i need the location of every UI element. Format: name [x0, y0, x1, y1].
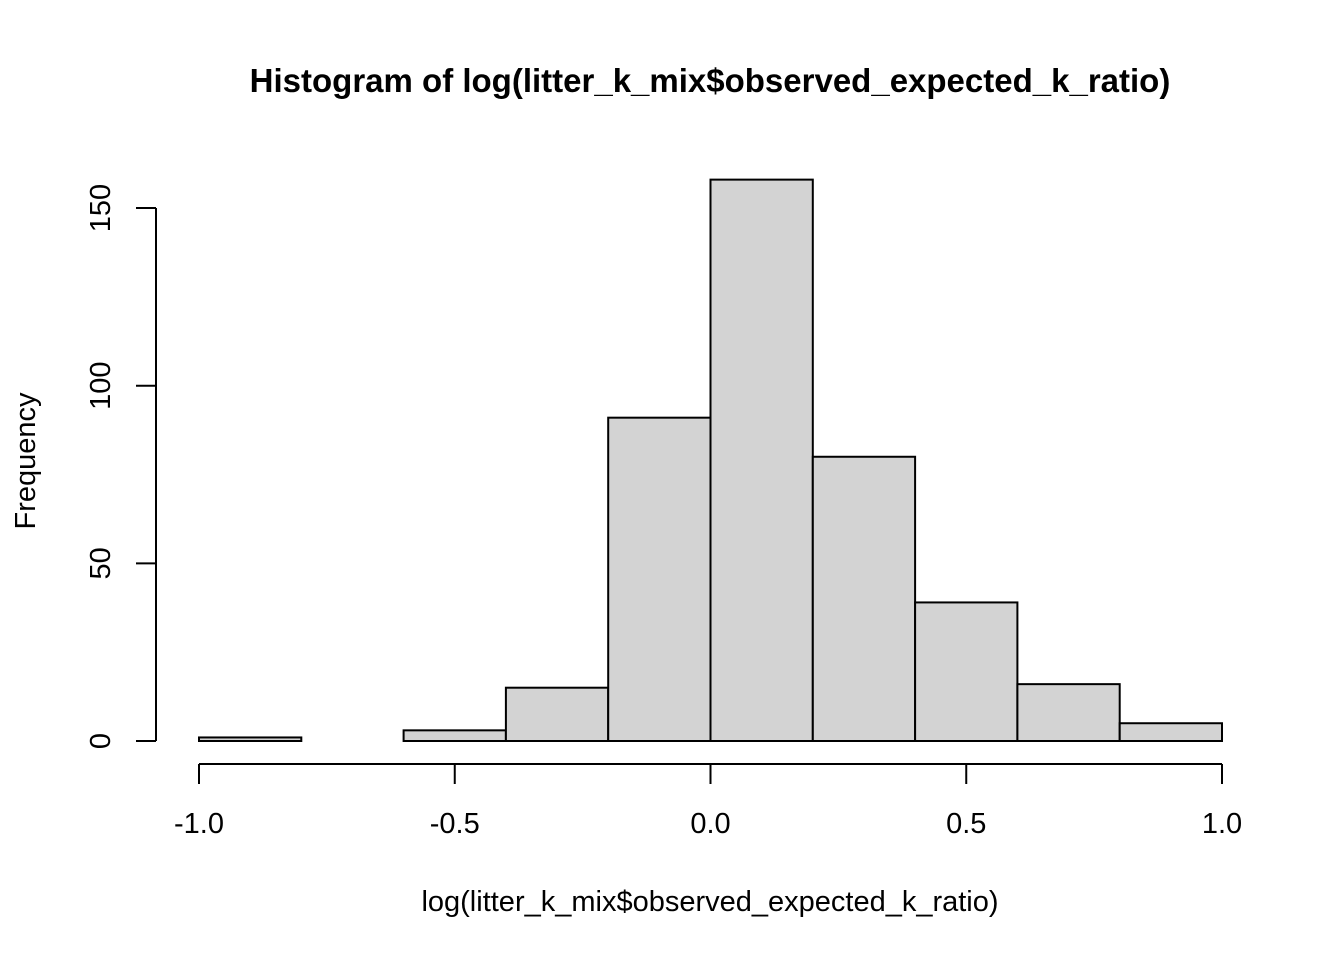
x-axis-label: log(litter_k_mix$observed_expected_k_rat… [421, 886, 998, 918]
y-axis-label: Frequency [10, 392, 42, 530]
histogram-bar [504, 686, 610, 743]
y-tick-label: 150 [85, 184, 117, 232]
x-tick-label: 1.0 [1202, 808, 1242, 840]
histogram-bar [607, 416, 712, 742]
x-tick-label: 0.5 [946, 808, 986, 840]
chart-title: Histogram of log(litter_k_mix$observed_e… [250, 62, 1171, 99]
histogram-bar [811, 455, 917, 742]
y-tick-label: 50 [85, 547, 117, 579]
y-tick-label: 100 [85, 362, 117, 410]
y-tick-label: 0 [85, 733, 117, 749]
x-tick-label: -0.5 [430, 808, 480, 840]
x-axis: -1.0 -0.5 0.0 0.5 1.0 [174, 763, 1242, 840]
histogram-bar [198, 736, 303, 743]
y-axis: 0 50 100 150 [85, 184, 157, 749]
histogram-bar [1016, 683, 1121, 742]
bars-group [198, 178, 1223, 743]
x-tick-label: 0.0 [690, 808, 730, 840]
x-tick-label: -1.0 [174, 808, 224, 840]
histogram-bar [1118, 722, 1223, 742]
histogram-bar [402, 729, 507, 743]
histogram-bar [709, 178, 814, 743]
histogram-bar [914, 601, 1019, 742]
